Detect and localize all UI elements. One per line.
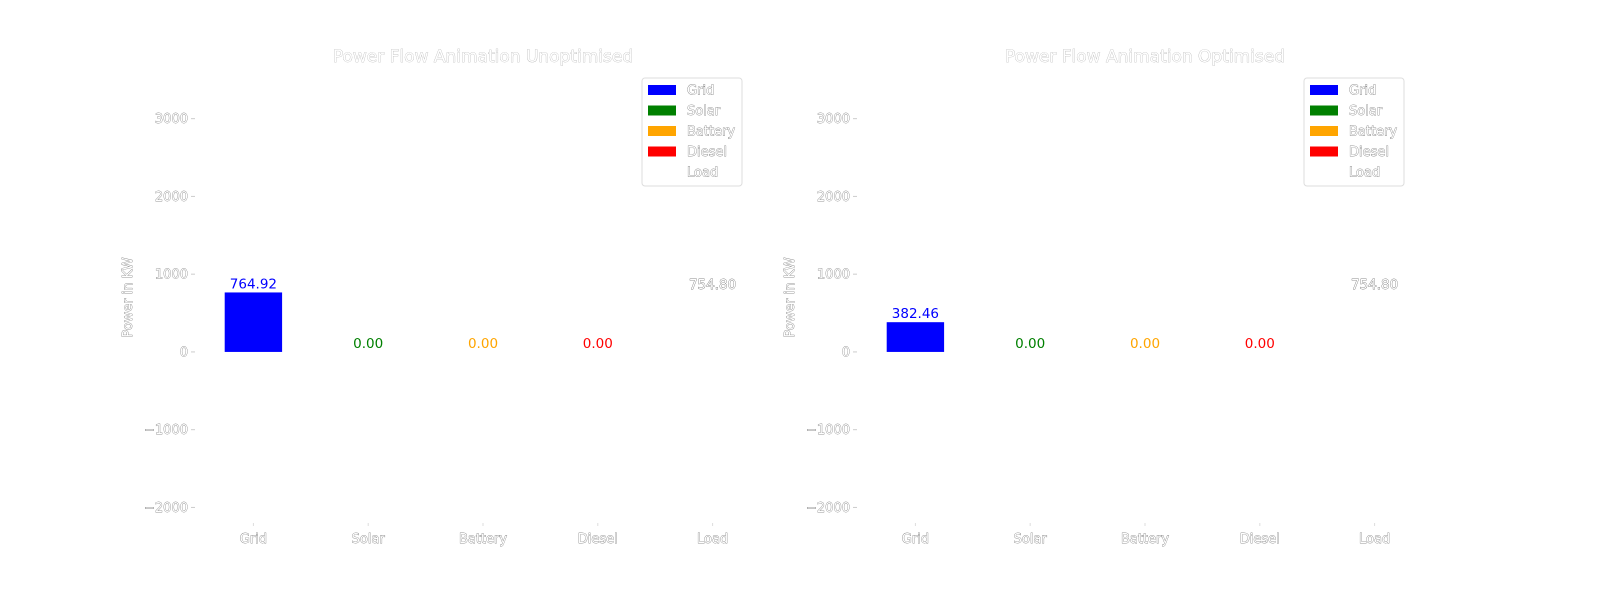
legend-label-diesel: Diesel [1349, 145, 1389, 160]
legend-swatch-battery [1310, 126, 1338, 136]
x-tick-label: Solar [352, 532, 386, 547]
y-tick-label: 0 [180, 345, 188, 360]
chart-panel-2: Power Flow Animation Optimised Power in K… [783, 47, 1405, 547]
value-label-battery: 0.00 [468, 336, 498, 352]
x-tick-label: Battery [459, 532, 507, 547]
legend-swatch-diesel [1310, 146, 1338, 157]
legend-label-load: Load [1349, 166, 1380, 181]
chart-panel-1: Power Flow Animation Unoptimised Power in… [121, 47, 743, 547]
y-tick-label: −2000 [144, 501, 188, 516]
x-tick-label: Battery [1121, 532, 1169, 547]
legend-swatch-load [648, 167, 676, 177]
x-tick-label: Diesel [1240, 532, 1280, 547]
bar-grid [224, 292, 283, 352]
y-tick-label: −1000 [806, 423, 850, 438]
y-tick-label: 1000 [817, 268, 850, 283]
y-tick-label: 3000 [155, 112, 188, 127]
y-tick-label: 0 [842, 345, 850, 360]
legend-box [641, 77, 743, 187]
value-label-grid: 382.46 [892, 306, 939, 322]
value-label-grid: 764.92 [230, 276, 277, 292]
y-tick-label: −1000 [144, 423, 188, 438]
x-tick-label: Load [1359, 532, 1390, 547]
bar-load [1345, 293, 1404, 352]
legend-label-solar: Solar [687, 104, 721, 119]
legend-swatch-solar [648, 105, 676, 116]
x-tick-label: Grid [902, 532, 929, 547]
value-label-battery: 0.00 [1130, 336, 1160, 352]
x-tick-label: Diesel [578, 532, 618, 547]
chart-title: Power Flow Animation Unoptimised [333, 47, 633, 67]
legend-swatch-grid [648, 85, 676, 95]
y-tick-label: 2000 [817, 190, 850, 205]
legend-swatch-battery [648, 126, 676, 136]
legend-label-grid: Grid [1349, 84, 1376, 99]
value-label-load: 754.80 [1351, 277, 1398, 293]
legend-label-load: Load [687, 166, 718, 181]
legend-box [1303, 77, 1405, 187]
y-tick-label: 1000 [155, 268, 188, 283]
value-label-load: 754.80 [689, 277, 736, 293]
x-tick-label: Grid [240, 532, 267, 547]
y-tick-label: 2000 [155, 190, 188, 205]
legend-swatch-solar [1310, 105, 1338, 116]
y-axis-label: Power in KW [783, 257, 798, 337]
value-label-diesel: 0.00 [1245, 336, 1275, 352]
x-tick-label: Solar [1014, 532, 1048, 547]
legend-swatch-grid [1310, 85, 1338, 95]
y-tick-label: −2000 [806, 501, 850, 516]
legend-swatch-load [1310, 167, 1338, 177]
y-tick-label: 3000 [817, 112, 850, 127]
legend-label-solar: Solar [1349, 104, 1383, 119]
chart-title: Power Flow Animation Optimised [1005, 47, 1285, 67]
y-axis-label: Power in KW [121, 257, 136, 337]
x-tick-label: Load [697, 532, 728, 547]
legend-swatch-diesel [648, 146, 676, 157]
value-label-diesel: 0.00 [583, 336, 613, 352]
legend-label-battery: Battery [687, 125, 735, 140]
legend-label-battery: Battery [1349, 125, 1397, 140]
value-label-solar: 0.00 [353, 336, 383, 352]
value-label-solar: 0.00 [1015, 336, 1045, 352]
legend-label-diesel: Diesel [687, 145, 727, 160]
bar-load [683, 293, 742, 352]
bar-grid [886, 322, 945, 352]
legend-label-grid: Grid [687, 84, 714, 99]
